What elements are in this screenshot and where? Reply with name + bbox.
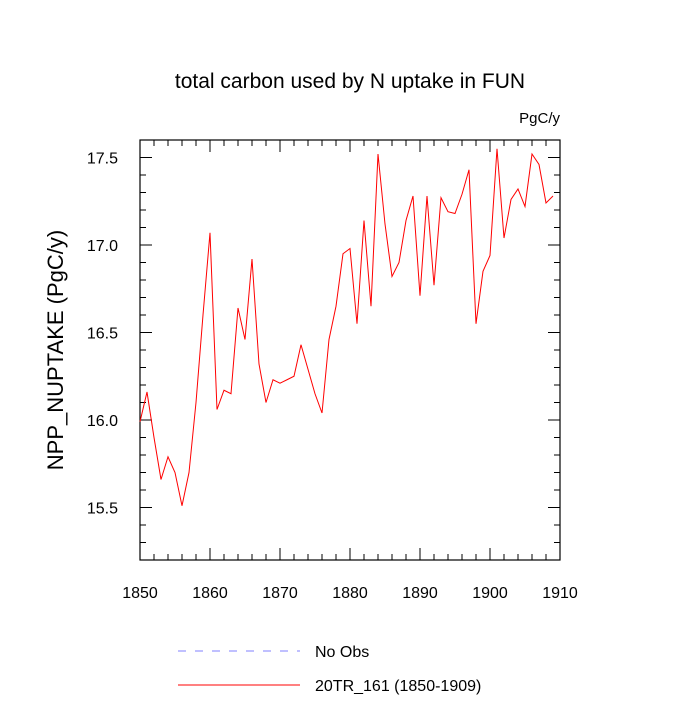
axis-ticks: [139, 139, 561, 561]
y-tick-label: 16.0: [87, 413, 118, 430]
x-tick-label: 1850: [122, 585, 158, 602]
y-tick-label: 16.5: [87, 326, 118, 343]
tick-labels: 1850 1860 1870 1880 1890 1900 1910 15.5 16.0 16.5…: [87, 151, 578, 603]
x-tick-label: 1880: [332, 585, 368, 602]
chart-title: total carbon used by N uptake in FUN: [175, 70, 525, 93]
series-line-20tr-161-1850-1909: [139, 148, 554, 506]
y-tick-label: 17.0: [87, 238, 118, 255]
legend-label-20tr-161: 20TR_161 (1850-1909): [315, 678, 481, 695]
x-tick-label: 1910: [542, 585, 578, 602]
series-layer: [139, 148, 554, 506]
units-label: PgC/y: [519, 110, 560, 127]
legend-label-no-obs: No Obs: [315, 644, 369, 661]
x-tick-label: 1860: [192, 585, 228, 602]
plot-frame: [139, 139, 561, 561]
y-axis-label: NPP_NUPTAKE (PgC/y): [43, 230, 68, 470]
x-tick-label: 1890: [402, 585, 438, 602]
legend: No Obs 20TR_161 (1850-1909): [178, 644, 481, 695]
x-tick-label: 1870: [262, 585, 298, 602]
x-tick-label: 1900: [472, 585, 508, 602]
y-tick-label: 17.5: [87, 151, 118, 168]
y-tick-label: 15.5: [87, 501, 118, 518]
